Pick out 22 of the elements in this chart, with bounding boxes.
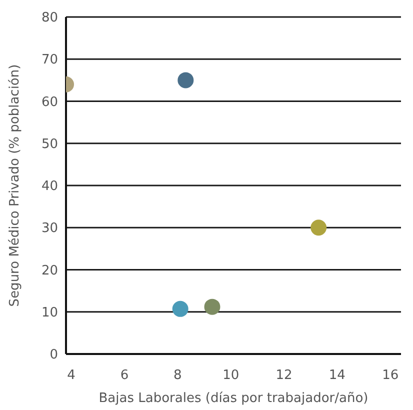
- x-tick-label: 14: [328, 368, 346, 384]
- y-tick-label: 20: [41, 263, 58, 278]
- x-tick-label: 4: [67, 368, 76, 384]
- x-tick-label: 6: [120, 368, 129, 384]
- point: [178, 72, 194, 88]
- y-tick-label: 30: [41, 221, 58, 236]
- x-tick-label: 12: [276, 368, 292, 384]
- x-tick-label: 10: [222, 368, 240, 384]
- y-tick-label: 0: [50, 348, 58, 363]
- x-axis-title: Bajas Laborales (días por trabajador/año): [98, 391, 368, 406]
- y-tick-label: 40: [41, 179, 58, 194]
- y-tick-label: 10: [41, 305, 58, 320]
- y-tick-label: 60: [41, 94, 58, 110]
- point: [310, 220, 327, 236]
- y-tick-label: 50: [41, 136, 58, 152]
- point: [204, 298, 220, 315]
- y-axis-title: Seguro Médico Privado (% población): [8, 64, 23, 307]
- y-tick-label: 70: [41, 52, 58, 68]
- x-tick-label: 16: [382, 368, 399, 384]
- point: [172, 300, 188, 317]
- y-tick-label: 80: [41, 10, 58, 26]
- x-tick-label: 8: [174, 368, 182, 384]
